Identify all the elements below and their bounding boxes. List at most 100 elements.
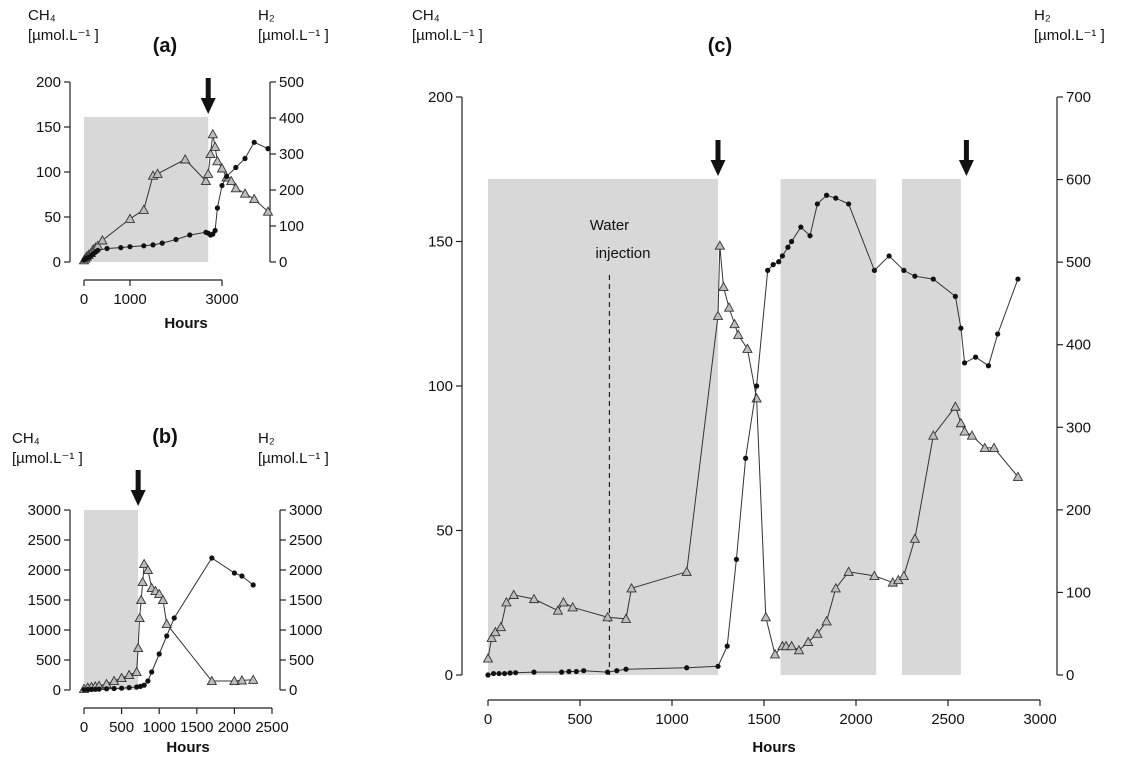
circle-point bbox=[490, 670, 497, 677]
triangle-point bbox=[751, 392, 762, 403]
right-tick-label: 500 bbox=[279, 74, 304, 91]
triangle-point bbox=[742, 343, 753, 353]
left-tick-label: 150 bbox=[36, 119, 61, 136]
right-axis-title: H₂ [µmol.L⁻¹ ] bbox=[258, 7, 329, 44]
triangle-point bbox=[124, 213, 136, 223]
right-tick-label: 2500 bbox=[289, 532, 322, 549]
circle-point bbox=[814, 201, 820, 207]
triangle-point bbox=[786, 640, 797, 651]
circle-point bbox=[1015, 276, 1021, 282]
triangle-point bbox=[135, 594, 147, 605]
x-tick-label: 2000 bbox=[839, 711, 872, 728]
triangle-point bbox=[843, 566, 854, 576]
triangle-point bbox=[718, 281, 729, 291]
triangle-point bbox=[137, 576, 148, 587]
arrow-shaft bbox=[135, 470, 141, 494]
triangle-point bbox=[501, 596, 512, 607]
x-tick-label: 2000 bbox=[218, 719, 251, 736]
circle-point bbox=[103, 686, 110, 692]
triangle-point bbox=[552, 605, 564, 615]
right-axis-title: H₂ [µmol.L⁻¹ ] bbox=[258, 430, 329, 467]
triangle-point bbox=[602, 611, 613, 622]
left-tick-label: 0 bbox=[53, 682, 61, 699]
circle-point bbox=[242, 155, 248, 162]
right-tick-label: 400 bbox=[279, 110, 304, 127]
circle-point bbox=[995, 331, 1001, 337]
triangle-point bbox=[979, 442, 991, 452]
circle-point bbox=[265, 146, 271, 152]
circle-point bbox=[559, 669, 565, 675]
right-tick-label: 1500 bbox=[289, 592, 322, 609]
left-tick-label: 100 bbox=[36, 164, 61, 181]
circle-point bbox=[581, 668, 587, 674]
circle-point bbox=[833, 195, 839, 201]
circle-point bbox=[754, 383, 760, 389]
circle-point bbox=[251, 139, 257, 145]
panel-label: (b) bbox=[152, 426, 178, 448]
triangle-point bbox=[732, 329, 744, 339]
panel-label: (a) bbox=[153, 35, 177, 57]
x-tick-label: 500 bbox=[109, 719, 134, 736]
circle-point bbox=[776, 259, 782, 265]
triangle-point bbox=[712, 310, 724, 320]
circle-point bbox=[605, 669, 611, 675]
right-tick-label: 100 bbox=[279, 218, 304, 235]
circle-point bbox=[171, 615, 177, 621]
x-tick-label: 1500 bbox=[747, 711, 780, 728]
triangle-point bbox=[123, 669, 135, 680]
circle-point bbox=[952, 293, 958, 300]
triangle-point bbox=[229, 675, 240, 686]
circle-point bbox=[507, 670, 513, 676]
left-tick-label: 50 bbox=[436, 523, 453, 540]
circle-point bbox=[770, 262, 776, 268]
triangle-point bbox=[225, 175, 237, 186]
circle-point bbox=[531, 669, 537, 675]
circle-point bbox=[111, 685, 117, 692]
x-tick-label: 3000 bbox=[1023, 711, 1056, 728]
triangle-point bbox=[681, 566, 692, 576]
circle-point bbox=[614, 668, 620, 674]
circle-point bbox=[127, 244, 133, 250]
x-axis-title: Hours bbox=[752, 739, 795, 756]
circle-point bbox=[823, 192, 830, 198]
x-tick-label: 1500 bbox=[180, 719, 213, 736]
triangle-point bbox=[812, 628, 823, 638]
triangle-point bbox=[567, 601, 578, 612]
triangle-point bbox=[620, 613, 632, 623]
circle-point bbox=[871, 267, 878, 273]
triangle-point bbox=[769, 648, 781, 659]
circle-point bbox=[743, 455, 749, 461]
right-tick-label: 600 bbox=[1066, 172, 1091, 189]
circle-point bbox=[141, 682, 147, 688]
triangle-point bbox=[205, 148, 216, 159]
right-tick-label: 200 bbox=[1066, 502, 1091, 519]
triangle-point bbox=[157, 594, 169, 605]
circle-point bbox=[715, 663, 721, 669]
triangle-point bbox=[714, 240, 726, 250]
circle-point bbox=[912, 273, 918, 279]
shaded-region bbox=[780, 179, 877, 675]
right-tick-label: 2000 bbox=[289, 562, 322, 579]
triangle-point bbox=[723, 302, 735, 312]
panel-label: (c) bbox=[708, 35, 732, 57]
triangle-point bbox=[793, 644, 805, 655]
arrow-shaft bbox=[963, 140, 969, 164]
triangle-point bbox=[486, 632, 497, 642]
circle-point bbox=[85, 686, 91, 693]
circle-point bbox=[209, 555, 215, 561]
circle-point bbox=[501, 670, 508, 677]
right-tick-label: 300 bbox=[1066, 419, 1091, 436]
triangle-point bbox=[626, 582, 637, 593]
circle-point bbox=[149, 669, 155, 675]
annotation-line1: Water bbox=[590, 217, 629, 234]
x-axis-title: Hours bbox=[164, 315, 207, 332]
right-tick-label: 200 bbox=[279, 182, 304, 199]
triangle-point bbox=[161, 618, 172, 629]
left-tick-label: 150 bbox=[428, 234, 453, 251]
triangle-point bbox=[950, 401, 961, 411]
triangle-point bbox=[802, 636, 814, 647]
triangle-point bbox=[821, 615, 832, 626]
left-tick-label: 0 bbox=[445, 667, 453, 684]
triangle-point bbox=[236, 674, 248, 685]
right-axis-title: H₂ [µmol.L⁻¹ ] bbox=[1034, 7, 1105, 44]
